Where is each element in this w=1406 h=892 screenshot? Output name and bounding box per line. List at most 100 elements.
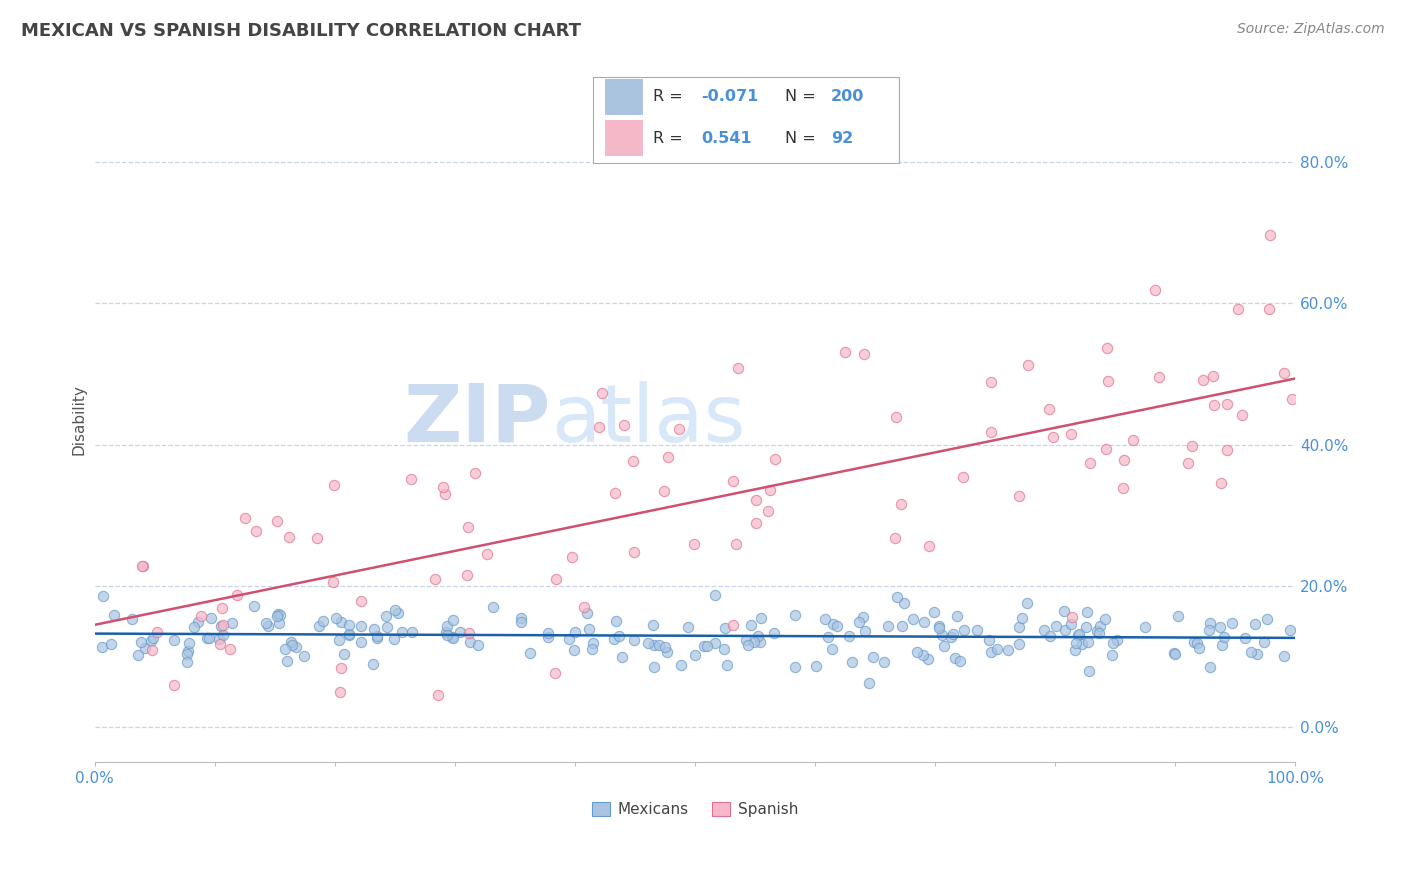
Point [1272, 648, 1295, 663]
Point [1053, 623, 1076, 637]
Text: MEXICAN VS SPANISH DISABILITY CORRELATION CHART: MEXICAN VS SPANISH DISABILITY CORRELATIO… [21, 22, 581, 40]
Point [1085, 624, 1108, 639]
Point [281, 638, 304, 652]
Point [692, 640, 714, 654]
Point [482, 600, 505, 615]
Point [436, 628, 458, 642]
Point [1038, 401, 1060, 416]
Point [890, 497, 912, 511]
Point [946, 609, 969, 624]
Point [127, 648, 149, 662]
Point [1281, 392, 1303, 407]
Point [591, 386, 613, 401]
Point [274, 642, 297, 657]
Point [1101, 648, 1123, 662]
Point [328, 633, 350, 648]
Point [544, 665, 567, 680]
Point [1032, 624, 1054, 638]
Point [129, 634, 152, 648]
Point [1191, 373, 1213, 387]
Point [211, 601, 233, 615]
Point [949, 654, 972, 668]
Point [1209, 476, 1232, 491]
Point [804, 659, 827, 673]
Point [745, 492, 768, 507]
Point [603, 632, 626, 646]
Point [747, 629, 769, 643]
Point [292, 648, 315, 663]
Point [564, 625, 586, 640]
Point [1008, 489, 1031, 503]
Point [1143, 283, 1166, 297]
Point [269, 615, 291, 630]
Point [350, 594, 373, 608]
Point [783, 660, 806, 674]
Point [917, 652, 939, 666]
Point [623, 633, 645, 648]
Point [233, 511, 256, 525]
Point [350, 635, 373, 649]
Point [893, 596, 915, 610]
Point [401, 624, 423, 639]
Point [648, 638, 671, 652]
Point [655, 645, 678, 659]
Point [725, 537, 748, 551]
Point [333, 647, 356, 661]
Point [441, 613, 464, 627]
Point [1198, 623, 1220, 637]
Point [696, 640, 718, 654]
Point [337, 628, 360, 642]
Point [952, 469, 974, 483]
Point [449, 624, 471, 639]
Text: Source: ZipAtlas.com: Source: ZipAtlas.com [1237, 22, 1385, 37]
Point [1256, 612, 1278, 626]
Point [1060, 610, 1083, 624]
Text: R =: R = [652, 89, 683, 104]
Point [457, 520, 479, 534]
Point [884, 531, 907, 545]
Point [884, 410, 907, 425]
Point [243, 599, 266, 614]
Point [509, 611, 531, 625]
Point [562, 642, 585, 657]
Text: N =: N = [785, 89, 815, 104]
Point [669, 657, 692, 672]
Point [1164, 647, 1187, 661]
Point [426, 688, 449, 702]
Point [142, 632, 165, 646]
Point [350, 619, 373, 633]
Point [848, 615, 870, 630]
Point [267, 607, 290, 621]
Point [1060, 427, 1083, 442]
Point [200, 611, 222, 625]
Point [366, 631, 388, 645]
Text: atlas: atlas [551, 381, 745, 459]
Point [1112, 453, 1135, 467]
Point [1088, 625, 1111, 640]
Point [311, 614, 333, 628]
FancyBboxPatch shape [605, 79, 644, 115]
Point [1045, 619, 1067, 633]
FancyBboxPatch shape [593, 78, 900, 163]
Point [423, 572, 446, 586]
Point [363, 622, 385, 636]
Point [183, 619, 205, 633]
Point [1258, 302, 1281, 317]
Point [1163, 646, 1185, 660]
Point [877, 618, 900, 632]
Point [1167, 609, 1189, 624]
Point [467, 639, 489, 653]
Point [1094, 442, 1116, 456]
Point [1102, 636, 1125, 650]
Point [211, 628, 233, 642]
Point [922, 605, 945, 619]
Point [254, 615, 277, 630]
Point [100, 636, 122, 650]
Point [605, 614, 627, 628]
Point [716, 657, 738, 672]
Point [537, 630, 560, 644]
Point [737, 639, 759, 653]
Point [657, 450, 679, 464]
Point [1090, 619, 1112, 633]
Point [703, 588, 725, 602]
